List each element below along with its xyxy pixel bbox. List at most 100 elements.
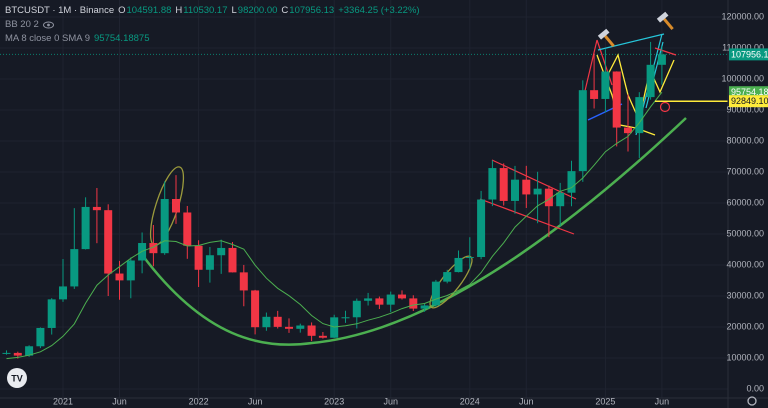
field-key: H [175, 5, 183, 16]
candle-body [398, 294, 406, 299]
eye-icon[interactable] [42, 21, 54, 29]
settings-gear[interactable] [747, 396, 757, 406]
candle-body [239, 272, 248, 291]
candle-body [296, 325, 305, 329]
candle-body [194, 245, 203, 270]
candle-body [556, 192, 565, 207]
y-tick-label: 10000.00 [726, 352, 764, 362]
x-tick-label: Jun [248, 396, 263, 406]
candle-body [590, 90, 599, 99]
y-tick-label: 40000.00 [726, 259, 764, 269]
candle-body [635, 97, 644, 134]
ma-price-label: 95754.18875 [731, 87, 768, 97]
candle-body [285, 326, 293, 329]
candle-body [307, 325, 316, 336]
candle-body [578, 90, 587, 172]
candle-body [544, 188, 553, 207]
field-key: O [118, 5, 126, 16]
candle-body [13, 352, 22, 356]
candle-body [522, 179, 531, 195]
candle-body [341, 317, 350, 319]
candle-body [59, 286, 67, 300]
trend-line [597, 33, 665, 51]
x-tick-label: 2024 [460, 396, 480, 406]
y-tick-label: 110000.00 [722, 42, 764, 52]
candle-body [115, 273, 124, 281]
candle-body [386, 294, 395, 305]
hammer-icon [597, 28, 615, 48]
eye-pupil[interactable] [46, 23, 50, 27]
ohlc-fields: O 104591.88 H 110530.17 L 98200.00 C 107956.13 [118, 4, 334, 18]
grid [0, 0, 728, 398]
trend-curve [142, 117, 687, 346]
candle-body [47, 299, 56, 328]
ma-price-label-bg [729, 86, 768, 99]
x-tick-label: 2022 [189, 396, 209, 406]
ma-value: 95754.18875 [94, 33, 150, 44]
hammer-icon [656, 11, 674, 31]
field-value: 98200.00 [237, 5, 278, 16]
level-label-bg [729, 95, 768, 108]
field-value: 110530.17 [183, 5, 228, 16]
candle-body [262, 316, 271, 328]
bb-row: BB 20 2 [5, 18, 420, 32]
candle-body [443, 272, 452, 282]
candle-body [624, 127, 632, 134]
candle-body [251, 290, 260, 328]
field-key: C [281, 5, 289, 16]
settings-icon[interactable] [747, 396, 757, 406]
bb-label: BB 20 2 [5, 19, 39, 30]
y-tick-label: 90000.00 [726, 104, 764, 114]
symbol: BTCUSDT · 1M · Binance [5, 5, 115, 16]
candle-body [318, 335, 327, 338]
candle-body [477, 199, 486, 258]
candle-body [217, 247, 226, 256]
last-price-label-bg [729, 48, 768, 61]
candle-body [431, 281, 440, 306]
candles [2, 41, 728, 360]
candle-body [228, 247, 237, 273]
candle-body [273, 316, 282, 327]
candle-body [70, 249, 79, 287]
y-tick-label: 30000.00 [726, 290, 764, 300]
candle-body [533, 188, 542, 195]
candle-body [612, 71, 621, 128]
candle-body [454, 257, 463, 273]
ma-row: MA 8 close 0 SMA 9 95754.18875 [5, 32, 420, 46]
candle-body [36, 327, 45, 347]
candle-body [409, 298, 418, 309]
candle-body [172, 199, 180, 213]
tv-logo: TV [7, 368, 27, 388]
circle-marker [659, 101, 671, 113]
y-tick-label: 120000.00 [721, 11, 764, 21]
channel-line [479, 198, 575, 235]
x-tick-label: 2025 [595, 396, 615, 406]
x-tick-label: Jun [655, 396, 670, 406]
logo-bg [7, 368, 27, 388]
candle-body [488, 168, 497, 200]
candle-body [420, 305, 429, 309]
candle-body [81, 206, 90, 250]
candle-body [465, 257, 474, 259]
y-tick-label: 0.00 [746, 383, 764, 393]
y-tick-label: 70000.00 [726, 166, 764, 176]
x-tick-label: Jun [519, 396, 534, 406]
candle-body [646, 64, 655, 98]
y-tick-label: 100000.00 [721, 73, 764, 83]
candle-body [2, 352, 11, 354]
y-tick-label: 20000.00 [726, 321, 764, 331]
candle-body [183, 212, 192, 246]
eye-outline[interactable] [42, 21, 54, 29]
last-price-label: 107956.13 [731, 49, 768, 59]
candle-body [499, 168, 508, 201]
candle-body [364, 298, 373, 301]
x-tick-label: 2021 [53, 396, 73, 406]
candle-body [375, 298, 384, 305]
x-tick-label: 2023 [324, 396, 344, 406]
trend-line [596, 39, 613, 86]
field-value: 107956.13 [289, 5, 335, 16]
candle-body [601, 71, 610, 99]
